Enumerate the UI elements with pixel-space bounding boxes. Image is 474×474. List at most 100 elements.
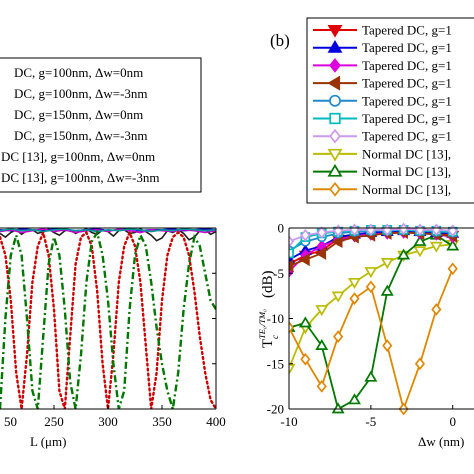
data-point xyxy=(413,246,427,258)
y-tick-label-b: -15 xyxy=(267,356,284,371)
data-point xyxy=(289,235,295,248)
legend-item-a-4: DC, g=150nm, Δw=-3nm xyxy=(14,128,148,143)
x-tick-label-a: 400 xyxy=(206,414,226,429)
legend-text-b-8: Normal DC [13], xyxy=(362,146,451,161)
data-point xyxy=(329,112,341,125)
data-point xyxy=(327,40,343,53)
data-point xyxy=(364,370,378,382)
series-10 xyxy=(289,262,458,415)
legend-text-b-5: Tapered DC, g=1 xyxy=(362,93,452,108)
y-tick-label-b: 0 xyxy=(278,221,285,236)
legend-entry-b-10: Normal DC [13], xyxy=(313,182,451,197)
y-label-base: T xyxy=(260,339,276,348)
legend-text-b-9: Normal DC [13], xyxy=(362,164,451,179)
data-point xyxy=(329,128,341,144)
y-tick-label-b: -20 xyxy=(267,402,284,417)
legend-box-a xyxy=(0,57,202,193)
x-tick-label-a: 300 xyxy=(98,414,118,429)
series-line-9 xyxy=(289,234,454,411)
data-point xyxy=(329,58,341,73)
y-label-sup: TE₀/TM₀ xyxy=(257,309,267,339)
data-point xyxy=(446,239,460,251)
legend-entry-b-2: Tapered DC, g=1 xyxy=(313,40,452,55)
x-tick-label-a-cropped: 50 xyxy=(4,414,17,429)
legend-b: Tapered DC, g=1 Tapered DC, g=1 Tapered DC… xyxy=(306,17,474,204)
data-point xyxy=(349,292,360,305)
x-axis-label-a: L (μm) xyxy=(30,434,66,449)
data-point xyxy=(289,248,294,259)
x-tick-label-a: 250 xyxy=(44,414,64,429)
legend-item-a-2: DC, g=100nm, Δw=-3nm xyxy=(14,86,148,101)
legend-item-a-6: DC [13], g=100nm, Δw=-3nm xyxy=(1,170,159,185)
data-point xyxy=(331,402,345,414)
x-tick-label-b: -5 xyxy=(365,414,376,429)
data-point xyxy=(365,280,376,294)
data-point xyxy=(327,75,341,91)
legend-entry-b-8: Normal DC [13], xyxy=(313,146,451,162)
legend-a: DC, g=100nm, Δw=0nm DC, g=100nm, Δw=-3nm D… xyxy=(0,57,202,193)
legend-text-b-7: Tapered DC, g=1 xyxy=(362,129,452,144)
data-point xyxy=(413,234,427,246)
y-label-sub: c xyxy=(270,335,280,339)
data-point xyxy=(316,380,327,393)
data-point xyxy=(447,262,458,276)
plot-area-a xyxy=(0,228,216,409)
legend-entry-b-1: Tapered DC, g=1 xyxy=(313,23,452,38)
data-point xyxy=(331,235,343,249)
data-point xyxy=(397,248,411,260)
x-tick-label-a: 350 xyxy=(152,414,172,429)
data-point xyxy=(298,316,312,328)
legend-text-b-6: Tapered DC, g=1 xyxy=(362,111,452,126)
data-point xyxy=(316,226,327,239)
legend-entry-b-7: Tapered DC, g=1 xyxy=(313,129,452,144)
legend-text-b-3: Tapered DC, g=1 xyxy=(362,58,452,73)
data-point xyxy=(348,277,361,289)
data-point xyxy=(382,339,393,353)
data-point xyxy=(315,305,329,317)
data-point xyxy=(431,303,442,316)
data-point xyxy=(315,246,327,260)
series-line-4 xyxy=(0,228,216,233)
legend-entry-b-6: Tapered DC, g=1 xyxy=(313,111,452,126)
data-point xyxy=(289,252,296,265)
data-point xyxy=(289,259,294,273)
legend-text-b-10: Normal DC [13], xyxy=(362,182,451,197)
series-line-5 xyxy=(0,228,216,409)
legend-entry-b-3: Tapered DC, g=1 xyxy=(313,58,452,73)
y-tick-label-b: -5 xyxy=(273,266,284,281)
data-point xyxy=(298,253,310,267)
data-point xyxy=(289,321,295,334)
legend-entry-b-4: Tapered DC, g=1 xyxy=(313,76,452,91)
y-label-unit: (dB) xyxy=(260,271,276,299)
data-point xyxy=(364,267,378,279)
x-axis-label-b: Δw (nm) xyxy=(418,434,464,449)
data-point xyxy=(429,241,443,253)
data-point xyxy=(348,393,361,405)
data-point xyxy=(398,222,409,236)
legend-entry-b-9: Normal DC [13], xyxy=(313,163,451,179)
series-9 xyxy=(289,228,460,414)
panel-label-b: (b) xyxy=(270,31,290,50)
legend-text-b-1: Tapered DC, g=1 xyxy=(362,23,452,38)
series-line-8 xyxy=(289,243,453,369)
data-point xyxy=(380,284,394,296)
data-point xyxy=(300,228,311,242)
data-point xyxy=(331,291,345,303)
legend-item-a-5: DC [13], g=100nm, Δw=0nm xyxy=(1,149,155,164)
legend-item-a-1: DC, g=100nm, Δw=0nm xyxy=(14,65,143,80)
x-tick-label-b: 0 xyxy=(449,414,456,429)
series-8 xyxy=(289,239,460,375)
data-point xyxy=(327,148,343,162)
legend-text-b-4: Tapered DC, g=1 xyxy=(362,76,452,91)
data-point xyxy=(414,357,426,371)
data-point xyxy=(300,352,311,366)
data-point xyxy=(327,24,343,38)
data-point xyxy=(289,363,296,375)
data-point xyxy=(329,181,341,197)
legend-text-b-2: Tapered DC, g=1 xyxy=(362,40,452,55)
legend-item-a-3: DC, g=150nm, Δw=0nm xyxy=(14,107,143,122)
